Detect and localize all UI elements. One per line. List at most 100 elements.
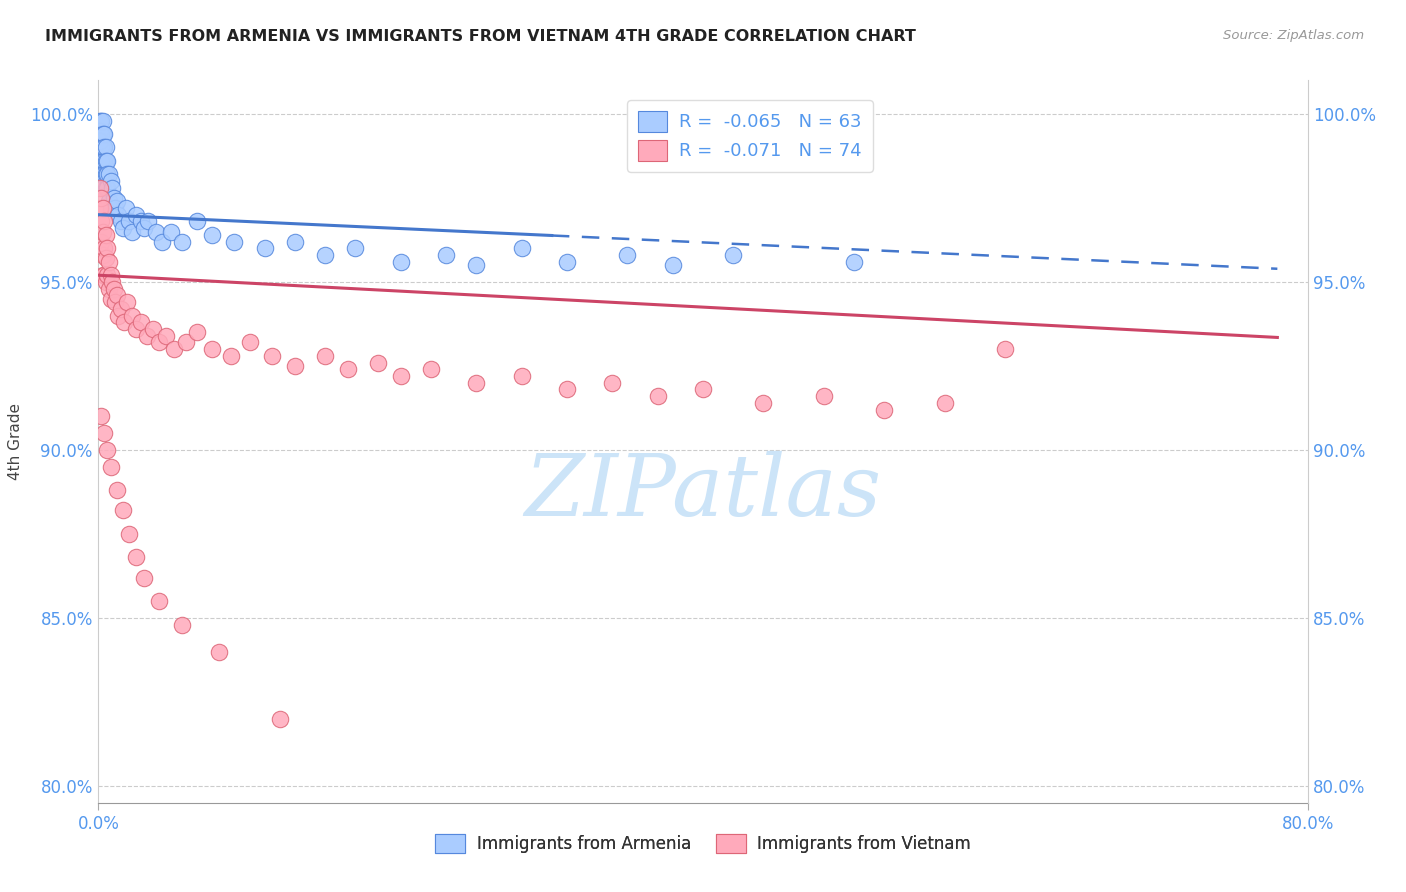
Point [253,241,276,255]
Point [752,396,775,410]
Point [160,225,183,239]
Point [105,194,128,209]
Point [661,258,683,272]
Point [239,335,262,350]
Point [132,571,155,585]
Point [114,201,136,215]
Point [115,295,138,310]
Point [224,235,246,249]
Point [142,322,165,336]
Point [93,127,115,141]
Point [105,288,128,302]
Point [90,235,112,249]
Point [93,214,115,228]
Point [105,483,128,498]
Point [90,214,112,228]
Point [125,208,148,222]
Point [96,167,118,181]
Point [111,503,134,517]
Point [201,342,224,356]
Point [389,369,412,384]
Point [89,181,111,195]
Point [104,201,127,215]
Point [89,124,111,138]
Point [96,268,118,283]
Point [93,268,115,283]
Point [90,113,112,128]
Point [91,140,114,154]
Point [89,113,111,128]
Point [103,282,125,296]
Point [148,335,170,350]
Point [367,355,389,369]
Legend: Immigrants from Armenia, Immigrants from Vietnam: Immigrants from Armenia, Immigrants from… [429,827,977,860]
Point [91,225,114,239]
Point [314,248,336,262]
Point [121,309,143,323]
Point [90,127,112,141]
Point [94,140,117,154]
Point [91,127,114,141]
Point [94,167,117,181]
Point [90,409,112,424]
Point [118,214,141,228]
Point [314,349,336,363]
Point [91,248,114,262]
Point [344,241,367,255]
Point [336,362,359,376]
Text: IMMIGRANTS FROM ARMENIA VS IMMIGRANTS FROM VIETNAM 4TH GRADE CORRELATION CHART: IMMIGRANTS FROM ARMENIA VS IMMIGRANTS FR… [45,29,915,44]
Point [723,248,745,262]
Point [434,248,457,262]
Point [873,402,896,417]
Point [201,227,224,242]
Point [94,181,117,195]
Point [98,194,121,209]
Point [94,252,117,266]
Point [186,326,208,340]
Point [91,113,114,128]
Point [125,550,148,565]
Text: ZIPatlas: ZIPatlas [524,450,882,533]
Point [100,292,122,306]
Point [100,174,122,188]
Point [555,383,578,397]
Point [420,362,443,376]
Point [510,241,533,255]
Point [155,328,177,343]
Point [98,254,121,268]
Point [91,181,114,195]
Point [125,322,148,336]
Point [100,459,122,474]
Point [110,301,132,316]
Point [90,191,112,205]
Point [94,153,117,168]
Point [262,349,284,363]
Point [90,140,112,154]
Point [389,254,412,268]
Text: Source: ZipAtlas.com: Source: ZipAtlas.com [1223,29,1364,42]
Point [145,225,167,239]
Point [96,153,118,168]
Point [93,140,115,154]
Point [101,181,124,195]
Point [136,214,159,228]
Point [103,191,125,205]
Point [96,181,118,195]
Point [994,342,1017,356]
Point [555,254,578,268]
Point [91,153,114,168]
Point [104,295,127,310]
Point [616,248,638,262]
Point [170,617,193,632]
Point [129,315,152,329]
Point [135,328,157,343]
Point [602,376,624,390]
Point [221,349,243,363]
Point [93,153,115,168]
Point [163,342,186,356]
Point [170,235,193,249]
Point [98,282,121,296]
Point [107,208,129,222]
Point [132,221,155,235]
Point [91,201,114,215]
